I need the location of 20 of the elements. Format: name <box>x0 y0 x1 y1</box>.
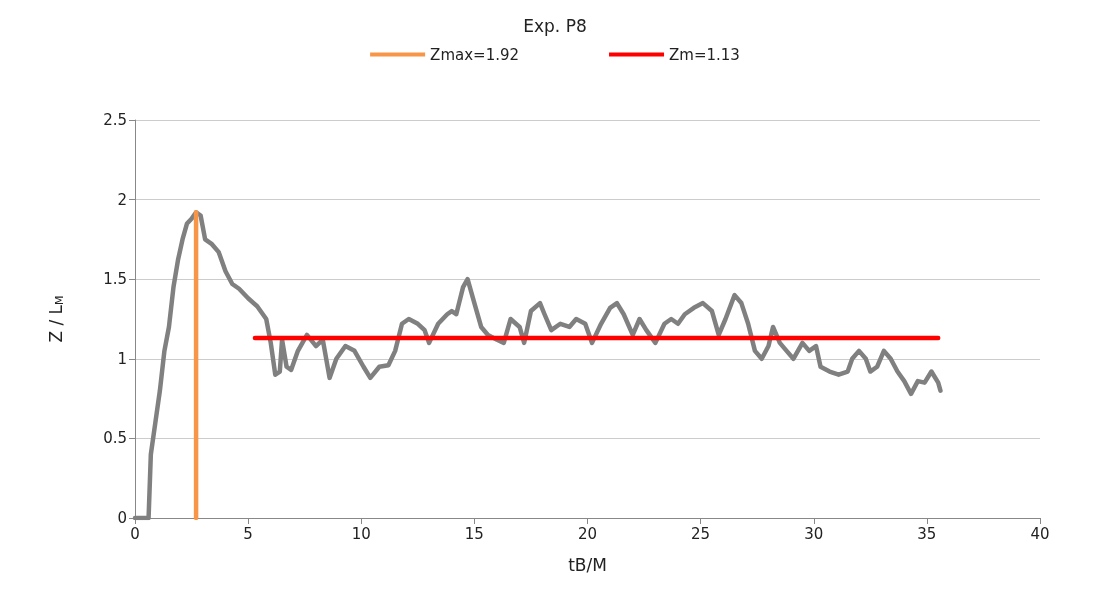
x-tick-label: 35 <box>917 524 937 543</box>
y-tick-label: 2.5 <box>103 111 127 129</box>
x-tick-label: 10 <box>351 524 371 543</box>
x-tick-label: 40 <box>1030 524 1050 543</box>
y-tick-label: 2 <box>117 190 127 209</box>
legend-label: Zmax=1.92 <box>430 45 520 64</box>
x-tick-label: 20 <box>577 524 598 543</box>
x-tick-label: 0 <box>130 524 140 543</box>
legend-label: Zm=1.13 <box>669 45 740 64</box>
x-tick-label: 15 <box>464 524 484 543</box>
x-tick-label: 25 <box>691 524 711 543</box>
y-axis-title: Z / LM <box>45 295 66 343</box>
chart-title: Exp. P8 <box>523 15 587 36</box>
y-tick-label: 0 <box>117 509 127 527</box>
x-tick-label: 5 <box>243 524 253 543</box>
x-axis-title: tB/M <box>568 554 607 575</box>
y-tick-label: 1.5 <box>103 270 127 289</box>
y-tick-label: 0.5 <box>103 429 127 448</box>
x-tick-label: 30 <box>804 524 824 543</box>
y-tick-label: 1 <box>117 349 127 368</box>
